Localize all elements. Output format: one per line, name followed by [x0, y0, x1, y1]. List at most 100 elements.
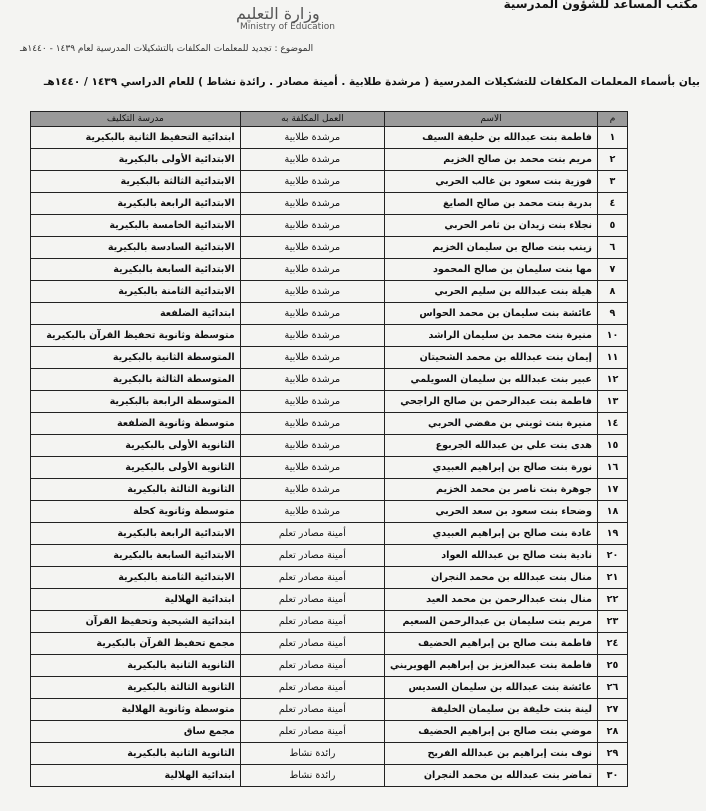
table-row: ١٣ فاطمة بنت عبدالرحمن بن صالح الراجحي مرش…	[30, 390, 629, 413]
school: ابتدائية الهلالية	[30, 588, 241, 611]
name: منال بنت عبدالرحمن بن محمد العيد	[384, 588, 598, 611]
school: الابتدائية السادسة بالبكيرية	[30, 236, 241, 259]
name: غادة بنت صالح بن إبراهيم العبيدي	[384, 522, 598, 545]
name: بدرية بنت محمد بن صالح الصايغ	[384, 192, 598, 215]
school: الابتدائية الأولى بالبكيرية	[30, 148, 241, 171]
school: الثانوية الثالثة بالبكيرية	[30, 478, 241, 501]
table-row: ٢٠ نادية بنت صالح بن عبدالله العواد أمينة …	[30, 544, 629, 567]
table-row: ١٠ منيرة بنت محمد بن سليمان الراشد مرشدة ط…	[30, 324, 629, 347]
table-row: ٦ زينب بنت صالح بن سليمان الخزيم مرشدة طلا…	[30, 236, 629, 259]
assignment: مرشدة طلابية	[239, 258, 386, 281]
name: نادية بنت صالح بن عبدالله العواد	[384, 544, 598, 567]
title: بيان بأسماء المعلمات المكلفات للتشكيلات …	[43, 76, 700, 88]
ministry-logo: وزارة التعليم	[236, 4, 320, 23]
school: الابتدائية الثامنة بالبكيرية	[30, 280, 241, 303]
row-number: ٢٨	[596, 720, 629, 743]
table-row: ٥ نجلاء بنت زيدان بن ثامر الحربي مرشدة طلا…	[30, 214, 629, 237]
row-number: ٢٣	[596, 610, 629, 633]
name: فاطمة بنت عبدالعزيز بن إبراهيم الهويريني	[384, 654, 598, 677]
subject: الموضوع : تجديد للمعلمات المكلفات بالتشك…	[20, 44, 314, 54]
assignment: مرشدة طلابية	[239, 170, 386, 193]
row-number: ١٢	[596, 368, 629, 391]
name: تماضر بنت عبدالله بن محمد النجران	[384, 764, 598, 787]
table-row: ١٧ جوهرة بنت ناصر بن محمد الخزيم مرشدة طلا…	[30, 478, 629, 501]
assignment: أمينة مصادر تعلم	[239, 698, 386, 721]
row-number: ٢٩	[596, 742, 629, 765]
assignment: أمينة مصادر تعلم	[239, 632, 386, 655]
assignment: مرشدة طلابية	[239, 126, 386, 149]
name: زينب بنت صالح بن سليمان الخزيم	[384, 236, 598, 259]
row-number: ٢٢	[596, 588, 629, 611]
row-number: ١	[596, 126, 629, 149]
row-number: ٢	[596, 148, 629, 171]
assignment: مرشدة طلابية	[239, 280, 386, 303]
column-header: مدرسة التكليف	[30, 111, 241, 127]
row-number: ٢٠	[596, 544, 629, 567]
school: متوسطة وثانوية تحفيظ القرآن بالبكيرية	[30, 324, 241, 347]
assignment: أمينة مصادر تعلم	[239, 588, 386, 611]
row-number: ٦	[596, 236, 629, 259]
school: ابتدائية الشيحية وتحفيظ القرآن	[30, 610, 241, 633]
name: مريم بنت سليمان بن عبدالرحمن السعيم	[384, 610, 598, 633]
table-row: ٨ هيلة بنت عبدالله بن سليم الحربي مرشدة طل…	[30, 280, 629, 303]
row-number: ١٥	[596, 434, 629, 457]
assignment: مرشدة طلابية	[239, 324, 386, 347]
assignment: مرشدة طلابية	[239, 302, 386, 325]
row-number: ٣	[596, 170, 629, 193]
table-row: ١١ إيمان بنت عبدالله بن محمد الشحيتان مرشد…	[30, 346, 629, 369]
school: متوسطة وثانوية الهلالية	[30, 698, 241, 721]
row-number: ٨	[596, 280, 629, 303]
table-body: ١ فاطمة بنت عبدالله بن خليفة السيف مرشدة ط…	[30, 126, 629, 787]
row-number: ١١	[596, 346, 629, 369]
assignment: أمينة مصادر تعلم	[239, 654, 386, 677]
ministry-logo-en: Ministry of Education	[240, 22, 335, 32]
assignment: مرشدة طلابية	[239, 236, 386, 259]
name: نجلاء بنت زيدان بن ثامر الحربي	[384, 214, 598, 237]
assignment: مرشدة طلابية	[239, 192, 386, 215]
school: الابتدائية الرابعة بالبكيرية	[30, 192, 241, 215]
assignment: رائدة نشاط	[239, 764, 386, 787]
table-row: ٢٥ فاطمة بنت عبدالعزيز بن إبراهيم الهويري…	[30, 654, 629, 677]
row-number: ١٧	[596, 478, 629, 501]
row-number: ١٠	[596, 324, 629, 347]
row-number: ٥	[596, 214, 629, 237]
assignment: أمينة مصادر تعلم	[239, 610, 386, 633]
school: الثانوية الأولى بالبكيرية	[30, 456, 241, 479]
table-row: ٢٩ نوف بنت إبراهيم بن عبدالله الفريح رائدة…	[30, 742, 629, 765]
school: المتوسطة الرابعة بالبكيرية	[30, 390, 241, 413]
table-row: ١٢ عبير بنت عبدالله بن سليمان السويلمي مرش…	[30, 368, 629, 391]
school: الابتدائية الخامسة بالبكيرية	[30, 214, 241, 237]
table-row: ٢٧ لينة بنت خليفة بن سليمان الخليفة أمينة …	[30, 698, 629, 721]
name: جوهرة بنت ناصر بن محمد الخزيم	[384, 478, 598, 501]
name: وضحاء بنت سعود بن سعد الحربي	[384, 500, 598, 523]
table-row: ٢١ منال بنت عبدالله بن محمد النجران أمينة …	[30, 566, 629, 589]
table-row: ٢٤ فاطمة بنت صالح بن إبراهيم الحضيف أمينة …	[30, 632, 629, 655]
name: مها بنت سليمان بن صالح المحمود	[384, 258, 598, 281]
header-row: م الاسم العمل المكلفة به مدرسة التكليف	[30, 111, 629, 127]
assignment: مرشدة طلابية	[239, 478, 386, 501]
table-row: ٢٢ منال بنت عبدالرحمن بن محمد العيد أمينة …	[30, 588, 629, 611]
school: الثانوية الثانية بالبكيرية	[30, 742, 241, 765]
school: الابتدائية السابعة بالبكيرية	[30, 544, 241, 567]
school: مجمع تحفيظ القرآن بالبكيرية	[30, 632, 241, 655]
school: الثانوية الثانية بالبكيرية	[30, 654, 241, 677]
table-row: ١ فاطمة بنت عبدالله بن خليفة السيف مرشدة ط…	[30, 126, 629, 149]
row-number: ١٨	[596, 500, 629, 523]
assignment: مرشدة طلابية	[239, 390, 386, 413]
row-number: ٢٦	[596, 676, 629, 699]
row-number: ٢٥	[596, 654, 629, 677]
assignment: أمينة مصادر تعلم	[239, 566, 386, 589]
office: مكتب المساعد للشؤون المدرسية	[503, 0, 698, 11]
name: فاطمة بنت صالح بن إبراهيم الحضيف	[384, 632, 598, 655]
name: عائشة بنت سليمان بن محمد الحواس	[384, 302, 598, 325]
assignment: مرشدة طلابية	[239, 148, 386, 171]
school: ابتدائية التحفيظ الثانية بالبكيرية	[30, 126, 241, 149]
school: الابتدائية الثامنة بالبكيرية	[30, 566, 241, 589]
name: عبير بنت عبدالله بن سليمان السويلمي	[384, 368, 598, 391]
table-row: ٢٣ مريم بنت سليمان بن عبدالرحمن السعيم أمي…	[30, 610, 629, 633]
school: ابتدائية الضلفعة	[30, 302, 241, 325]
table-row: ٣٠ تماضر بنت عبدالله بن محمد النجران رائدة…	[30, 764, 629, 787]
school: ابتدائية الهلالية	[30, 764, 241, 787]
school: الابتدائية الثالثة بالبكيرية	[30, 170, 241, 193]
assignment: مرشدة طلابية	[239, 456, 386, 479]
